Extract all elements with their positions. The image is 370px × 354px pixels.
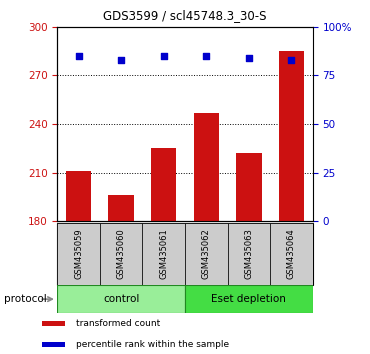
Text: GSM435060: GSM435060 [117, 229, 126, 279]
Point [246, 55, 252, 61]
Bar [151, 148, 176, 221]
Point [161, 53, 167, 58]
Bar [66, 171, 91, 221]
Bar [108, 195, 134, 221]
Bar [57, 285, 185, 313]
Bar [42, 321, 65, 326]
Text: GSM435064: GSM435064 [287, 229, 296, 279]
Text: GSM435062: GSM435062 [202, 229, 211, 279]
Text: Eset depletion: Eset depletion [211, 294, 286, 304]
Text: percentile rank within the sample: percentile rank within the sample [76, 340, 229, 349]
Text: GSM435063: GSM435063 [244, 229, 253, 279]
Bar [142, 223, 185, 285]
Point [204, 53, 209, 58]
Bar [236, 153, 262, 221]
Text: GSM435059: GSM435059 [74, 229, 83, 279]
Text: transformed count: transformed count [76, 319, 161, 328]
Text: control: control [103, 294, 139, 304]
Bar [279, 51, 304, 221]
Text: protocol: protocol [4, 294, 47, 304]
Bar [228, 223, 270, 285]
Bar [185, 285, 313, 313]
Point [289, 57, 295, 62]
Text: GDS3599 / scl45748.3_30-S: GDS3599 / scl45748.3_30-S [103, 9, 267, 22]
Bar [42, 342, 65, 347]
Bar [100, 223, 142, 285]
Bar [194, 113, 219, 221]
Bar [270, 223, 313, 285]
Text: GSM435061: GSM435061 [159, 229, 168, 279]
Point [76, 53, 82, 58]
Bar [185, 223, 228, 285]
Point [118, 57, 124, 62]
Bar [57, 223, 100, 285]
